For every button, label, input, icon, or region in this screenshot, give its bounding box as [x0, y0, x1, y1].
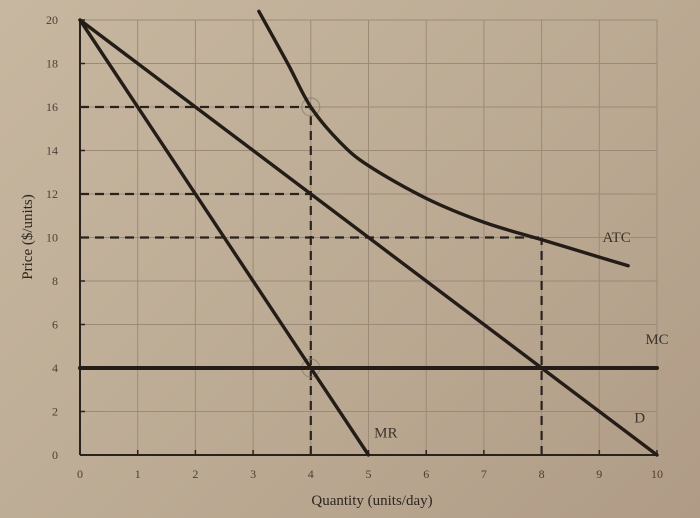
y-tick-label: 18 [46, 57, 58, 71]
y-tick-label: 20 [46, 13, 58, 27]
label-mr: MR [374, 426, 397, 442]
x-tick-label: 5 [366, 467, 372, 481]
label-atc: ATC [602, 230, 630, 246]
x-tick-label: 6 [423, 467, 429, 481]
y-tick-label: 16 [46, 100, 58, 114]
x-axis-title: Quantity (units/day) [311, 493, 432, 509]
y-tick-label: 6 [52, 318, 58, 332]
x-tick-label: 1 [135, 467, 141, 481]
pencil-circle-annotation [301, 97, 321, 117]
label-mc: MC [645, 332, 668, 348]
curve-mr [78, 18, 371, 457]
y-tick-label: 0 [52, 448, 58, 462]
x-tick-label: 3 [250, 467, 256, 481]
x-tick-label: 2 [192, 467, 198, 481]
label-d: D [634, 410, 645, 426]
x-tick-label: 9 [596, 467, 602, 481]
y-tick-label: 14 [46, 144, 58, 158]
x-tick-label: 4 [308, 467, 314, 481]
y-tick-label: 8 [52, 274, 58, 288]
y-tick-label: 10 [46, 231, 58, 245]
y-tick-label: 2 [52, 405, 58, 419]
curve-atc [257, 9, 630, 268]
y-tick-label: 12 [46, 187, 58, 201]
x-tick-label: 8 [539, 467, 545, 481]
y-axis-title: Price ($/units) [20, 194, 36, 279]
series [78, 9, 659, 457]
curve-labels: D MR MC ATC [374, 230, 669, 442]
y-tick-label: 4 [52, 361, 58, 375]
curve-d [78, 18, 659, 457]
x-tick-label: 0 [77, 467, 83, 481]
x-tick-label: 10 [651, 467, 663, 481]
x-tick-label: 7 [481, 467, 487, 481]
